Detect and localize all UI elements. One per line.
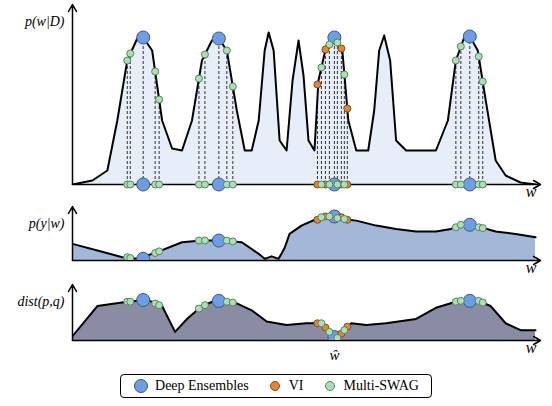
html-text:Deep Ensembles: Deep Ensembles bbox=[155, 378, 249, 393]
html-text:VI: VI bbox=[288, 378, 304, 393]
svg-text:w: w bbox=[526, 259, 537, 276]
svg-text:dist(p,q): dist(p,q) bbox=[17, 294, 64, 310]
svg-text:ŵ: ŵ bbox=[329, 347, 339, 363]
html-text:Multi-SWAG: Multi-SWAG bbox=[343, 378, 419, 393]
svg-text:w: w bbox=[526, 183, 537, 200]
svg-text:p(y|w): p(y|w) bbox=[28, 216, 65, 232]
svg-text:w: w bbox=[526, 339, 537, 356]
svg-text:p(w|D): p(w|D) bbox=[24, 14, 65, 30]
